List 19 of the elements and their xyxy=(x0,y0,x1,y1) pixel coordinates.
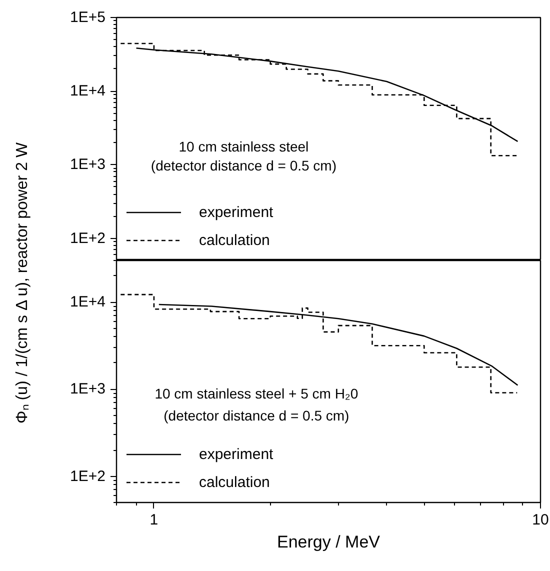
y-tick-label: 1E+3 xyxy=(70,156,106,174)
legend-label: calculation xyxy=(199,474,270,490)
legend-label: experiment xyxy=(199,204,274,220)
legend-label: experiment xyxy=(199,446,274,462)
x-tick-label: 10 xyxy=(532,512,549,528)
y-tick-label: 1E+4 xyxy=(70,294,106,311)
y-tick-label: 1E+3 xyxy=(70,380,106,398)
y-tick-label: 1E+2 xyxy=(70,468,106,485)
annotation: (detector distance d = 0.5 cm) xyxy=(150,158,336,174)
x-tick-label: 1 xyxy=(150,512,158,528)
legend-label: calculation xyxy=(199,232,270,248)
y-tick-label: 1E+4 xyxy=(70,82,106,100)
y-axis-title: Φₙ (u) / 1/(cm s Δ u), reactor power 2 W xyxy=(14,142,31,424)
annotation: (detector distance d = 0.5 cm) xyxy=(164,407,350,424)
annotation: 10 cm stainless steel + 5 cm H₂0 xyxy=(154,386,358,402)
y-tick-label: 1E+5 xyxy=(70,9,106,26)
annotation: 10 cm stainless steel xyxy=(178,138,309,154)
y-tick-label: 1E+2 xyxy=(70,230,106,247)
x-axis-title: Energy / MeV xyxy=(277,532,381,552)
